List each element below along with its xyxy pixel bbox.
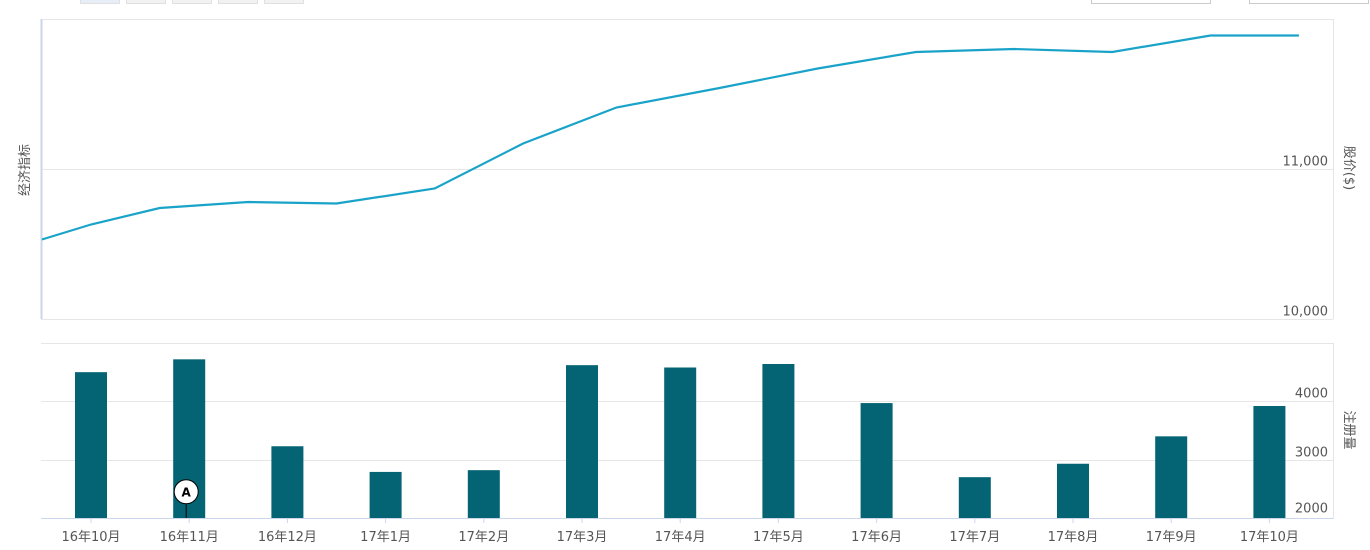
flag-label: A: [182, 485, 192, 499]
volume-axis-title: 注册量: [1341, 410, 1356, 449]
right-axis-title: 股价($): [1341, 146, 1356, 190]
volume-bar[interactable]: [1057, 463, 1089, 518]
x-tick-labels: 16年10月 16年11月 16年12月 17年1月 17年2月 17年3月 17年4月 17…: [61, 518, 1299, 545]
x-tick-label: 17年2月: [458, 530, 509, 545]
volume-tick-label: 2000: [1295, 502, 1328, 517]
x-tick-label: 17年1月: [360, 530, 411, 545]
x-tick-label: 17年4月: [655, 530, 706, 545]
x-tick-label: 16年10月: [61, 530, 120, 545]
volume-bar[interactable]: [467, 470, 500, 518]
x-tick-label: 16年12月: [258, 530, 317, 545]
range-button-2[interactable]: [126, 0, 166, 4]
flag-marker[interactable]: [173, 479, 199, 505]
x-tick-label: 17年7月: [949, 530, 1000, 545]
range-button-5[interactable]: [264, 0, 304, 4]
volume-bar[interactable]: [271, 446, 304, 518]
x-tick-label: 17年10月: [1240, 530, 1299, 545]
price-grid: [41, 19, 1333, 320]
date-input-to[interactable]: [1249, 0, 1369, 4]
price-tick-label: 11,000: [1283, 155, 1329, 170]
volume-bar[interactable]: [1155, 436, 1188, 518]
x-tick-label: 17年8月: [1048, 530, 1099, 545]
volume-bar[interactable]: [958, 477, 991, 518]
price-line-series[interactable]: [41, 34, 1299, 241]
x-tick-label: 17年5月: [753, 530, 804, 545]
volume-tick-label: 3000: [1295, 446, 1328, 461]
price-tick-label: 10,000: [1283, 305, 1329, 320]
flag-annotations: A: [173, 479, 199, 518]
range-button-1[interactable]: [80, 0, 120, 4]
volume-tick-label: 4000: [1295, 387, 1328, 402]
x-tick-label: 16年11月: [160, 530, 219, 545]
x-tick-label: 17年9月: [1146, 530, 1197, 545]
volume-panel: 2000 3000 4000 注册量: [41, 343, 1356, 519]
volume-bar[interactable]: [860, 403, 893, 518]
range-button-3[interactable]: [172, 0, 212, 4]
x-tick-label: 17年3月: [557, 530, 608, 545]
date-input-from[interactable]: [1091, 0, 1211, 4]
volume-bar[interactable]: [1253, 406, 1286, 518]
x-tick-label: 17年6月: [851, 530, 902, 545]
volume-bar[interactable]: [566, 365, 598, 518]
volume-bar[interactable]: [664, 367, 697, 519]
price-tick-labels: 10,000 11,000: [1283, 155, 1329, 320]
price-panel: 10,000 11,000 经济指标 股价($): [18, 19, 1356, 320]
left-axis-title: 经济指标: [18, 144, 33, 196]
volume-tick-labels: 2000 3000 4000: [1295, 387, 1328, 517]
x-axis: 16年10月 16年11月 16年12月 17年1月 17年2月 17年3月 17年4月 17…: [41, 518, 1333, 545]
volume-bar-series: [75, 359, 1286, 519]
range-button-4[interactable]: [218, 0, 258, 4]
volume-bar[interactable]: [75, 372, 107, 518]
volume-bar[interactable]: [369, 471, 402, 518]
volume-bar[interactable]: [762, 364, 795, 518]
